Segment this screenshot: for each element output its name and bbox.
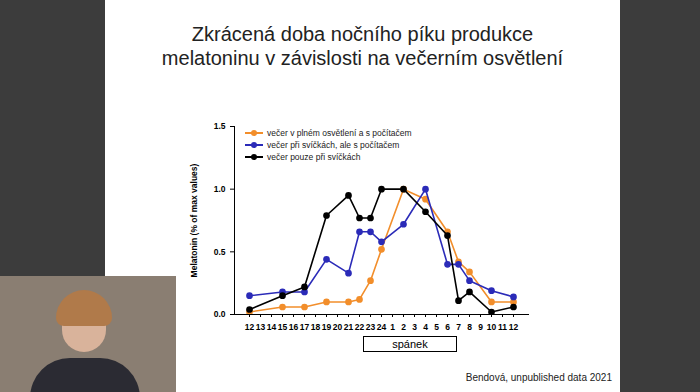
svg-text:18: 18 bbox=[311, 322, 321, 332]
svg-text:23: 23 bbox=[366, 322, 376, 332]
svg-text:4: 4 bbox=[423, 322, 428, 332]
svg-text:11: 11 bbox=[498, 322, 507, 332]
svg-text:12: 12 bbox=[245, 322, 255, 332]
html-text:spánek: spánek bbox=[392, 338, 428, 350]
svg-text:12: 12 bbox=[509, 322, 519, 332]
svg-text:20: 20 bbox=[333, 322, 343, 332]
svg-text:1.0: 1.0 bbox=[214, 184, 226, 194]
svg-text:9: 9 bbox=[478, 322, 483, 332]
svg-text:8: 8 bbox=[467, 322, 472, 332]
svg-text:14: 14 bbox=[267, 322, 277, 332]
svg-text:16: 16 bbox=[289, 322, 299, 332]
html-text:večer pouze při svíčkách: večer pouze při svíčkách bbox=[267, 152, 361, 162]
svg-text:5: 5 bbox=[434, 322, 439, 332]
svg-text:13: 13 bbox=[256, 322, 266, 332]
svg-text:10: 10 bbox=[487, 322, 497, 332]
svg-text:6: 6 bbox=[445, 322, 450, 332]
svg-text:7: 7 bbox=[456, 322, 461, 332]
svg-text:17: 17 bbox=[300, 322, 310, 332]
svg-text:21: 21 bbox=[344, 322, 354, 332]
svg-text:1: 1 bbox=[390, 322, 395, 332]
html-text:večer při svíčkách, ale s počí: večer při svíčkách, ale s počítačem bbox=[267, 140, 400, 150]
svg-text:22: 22 bbox=[355, 322, 365, 332]
svg-text:Melatonin (% of max values): Melatonin (% of max values) bbox=[189, 163, 199, 277]
svg-text:0.5: 0.5 bbox=[214, 247, 226, 257]
html-text:večer v plném osvětlení a s po: večer v plném osvětlení a s počítačem bbox=[267, 128, 412, 138]
svg-text:15: 15 bbox=[278, 322, 288, 332]
svg-text:24: 24 bbox=[377, 322, 387, 332]
html-text:Zkrácená doba nočního píku pro: Zkrácená doba nočního píku produkce mela… bbox=[161, 23, 564, 69]
svg-text:2: 2 bbox=[401, 322, 406, 332]
svg-text:3: 3 bbox=[412, 322, 417, 332]
html-text:Bendová, unpublished data 2021: Bendová, unpublished data 2021 bbox=[465, 372, 612, 383]
svg-text:19: 19 bbox=[322, 322, 332, 332]
svg-text:0.0: 0.0 bbox=[214, 309, 226, 319]
svg-text:1.5: 1.5 bbox=[214, 121, 226, 131]
